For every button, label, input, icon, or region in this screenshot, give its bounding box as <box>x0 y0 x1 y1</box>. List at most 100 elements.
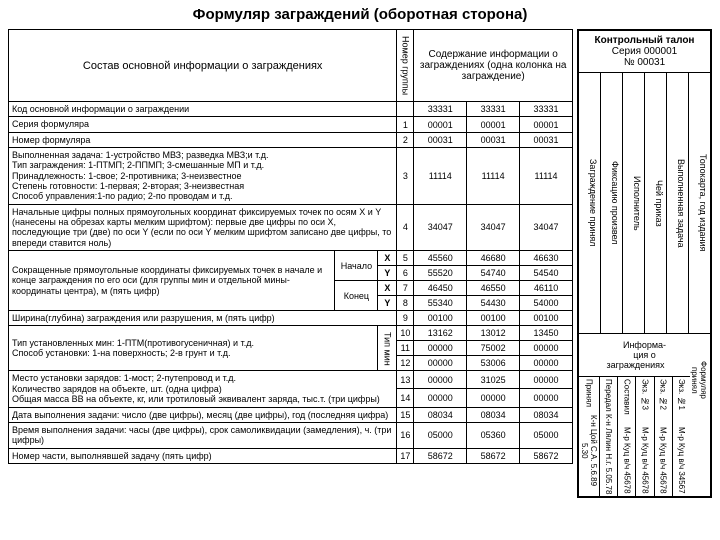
stub-signer: ПринялК-н Цой С.А. 5.6.89 5.30 <box>579 377 600 496</box>
row-desc: Дата выполнения задачи: число (две цифры… <box>9 407 397 422</box>
row-desc: Место установки зарядов: 1-мост; 2-путеп… <box>9 371 397 407</box>
val-cell: 08034 <box>520 407 573 422</box>
group-num: 8 <box>397 296 414 311</box>
group-num: 16 <box>397 422 414 448</box>
val-cell: 46450 <box>414 281 467 296</box>
val-cell: 34047 <box>467 204 520 250</box>
val-cell: 00031 <box>414 132 467 147</box>
mine-type-label: Тип мин <box>378 326 397 371</box>
group-num: 10 <box>397 326 414 341</box>
stub-vcol: Исполнитель <box>623 73 645 333</box>
axis-label: Y <box>378 296 397 311</box>
val-cell: 11114 <box>467 148 520 205</box>
stub-signer: СоставилМ-р Куц в/ч 45678 <box>618 377 636 496</box>
stub-signer: Экз. №2М-р Куц в/ч 45678 <box>655 377 673 496</box>
val-cell: 00000 <box>414 371 467 389</box>
stub-header: Контрольный талон Серия 000001 № 00031 <box>579 31 710 73</box>
val-cell: 00000 <box>414 389 467 407</box>
stub-vcol: Фиксацию произвел <box>601 73 623 333</box>
val-cell: 05000 <box>414 422 467 448</box>
row-desc: Номер формуляра <box>9 132 397 147</box>
group-num: 14 <box>397 389 414 407</box>
val-cell: 54540 <box>520 266 573 281</box>
stub-vcol: Топокарта, год издания <box>689 73 710 333</box>
val-cell: 00100 <box>520 311 573 326</box>
control-stub: Контрольный талон Серия 000001 № 00031 З… <box>577 29 712 498</box>
row-desc: Начальные цифры полных прямоугольных коо… <box>9 204 397 250</box>
row-desc: Серия формуляра <box>9 117 397 132</box>
axis-label: X <box>378 281 397 296</box>
group-num: 12 <box>397 356 414 371</box>
mine-desc: Тип установленных мин: 1-ПТМ(противогусе… <box>9 326 378 371</box>
val-cell: 05000 <box>520 422 573 448</box>
group-num: 7 <box>397 281 414 296</box>
val-cell: 46630 <box>520 251 573 266</box>
val-cell: 46680 <box>467 251 520 266</box>
val-cell: 55340 <box>414 296 467 311</box>
row-desc: Время выполнения задачи: часы (две цифры… <box>9 422 397 448</box>
val-cell: 00031 <box>467 132 520 147</box>
start-label: Начало <box>335 251 378 281</box>
val-cell: 00100 <box>467 311 520 326</box>
row-desc: Номер части, выполнявшей задачу (пять ци… <box>9 448 397 463</box>
row-desc: Выполненная задача: 1-устройство МВЗ; ра… <box>9 148 397 205</box>
page-title: Формуляр заграждений (оборотная сторона) <box>0 0 720 29</box>
val-cell: 00000 <box>520 371 573 389</box>
group-num: 1 <box>397 117 414 132</box>
group-num <box>397 102 414 117</box>
val-cell: 58672 <box>520 448 573 463</box>
content-info-header: Содержание информации о заграждениях (од… <box>414 30 573 102</box>
group-num: 11 <box>397 341 414 356</box>
val-cell: 11114 <box>520 148 573 205</box>
group-num: 2 <box>397 132 414 147</box>
val-cell: 00000 <box>414 356 467 371</box>
val-cell: 54430 <box>467 296 520 311</box>
val-cell: 33331 <box>520 102 573 117</box>
val-cell: 45560 <box>414 251 467 266</box>
group-num: 9 <box>397 311 414 326</box>
group-num: 17 <box>397 448 414 463</box>
val-cell: 00000 <box>467 389 520 407</box>
val-cell: 31025 <box>467 371 520 389</box>
val-cell: 00001 <box>414 117 467 132</box>
stub-vcol: Выполненная задача <box>667 73 689 333</box>
row-desc: Ширина(глубина) заграждения или разрушен… <box>9 311 397 326</box>
val-cell: 13162 <box>414 326 467 341</box>
val-cell: 00100 <box>414 311 467 326</box>
val-cell: 13012 <box>467 326 520 341</box>
group-num: 15 <box>397 407 414 422</box>
group-num: 4 <box>397 204 414 250</box>
val-cell: 08034 <box>467 407 520 422</box>
val-cell: 00000 <box>520 356 573 371</box>
stub-info-row: Информа-ция озаграждениях Формуляр приня… <box>579 333 710 376</box>
val-cell: 75002 <box>467 341 520 356</box>
form-accepted-label: Формуляр принял <box>690 360 708 400</box>
val-cell: 00000 <box>520 389 573 407</box>
val-cell: 11114 <box>414 148 467 205</box>
group-num: 6 <box>397 266 414 281</box>
group-num: 13 <box>397 371 414 389</box>
val-cell: 54740 <box>467 266 520 281</box>
val-cell: 13450 <box>520 326 573 341</box>
group-number-header: Номер группы <box>397 30 414 102</box>
val-cell: 00001 <box>520 117 573 132</box>
val-cell: 55520 <box>414 266 467 281</box>
val-cell: 33331 <box>467 102 520 117</box>
val-cell: 00000 <box>520 341 573 356</box>
val-cell: 34047 <box>520 204 573 250</box>
stub-signer: Экз. №1М-р Куц в/ч 34567 <box>673 377 690 496</box>
stub-signer: Экз. №3М-р Куц в/ч 45678 <box>636 377 654 496</box>
end-label: Конец <box>335 281 378 311</box>
composition-header: Состав основной информации о заграждения… <box>9 30 397 102</box>
val-cell: 34047 <box>414 204 467 250</box>
coord-desc: Сокращенные прямоугольные координаты фик… <box>9 251 335 311</box>
barrier-form-table: Состав основной информации о заграждения… <box>8 29 573 464</box>
val-cell: 58672 <box>467 448 520 463</box>
group-num: 3 <box>397 148 414 205</box>
val-cell: 58672 <box>414 448 467 463</box>
val-cell: 53006 <box>467 356 520 371</box>
row-desc: Код основной информации о заграждении <box>9 102 397 117</box>
val-cell: 00001 <box>467 117 520 132</box>
val-cell: 05360 <box>467 422 520 448</box>
val-cell: 46110 <box>520 281 573 296</box>
